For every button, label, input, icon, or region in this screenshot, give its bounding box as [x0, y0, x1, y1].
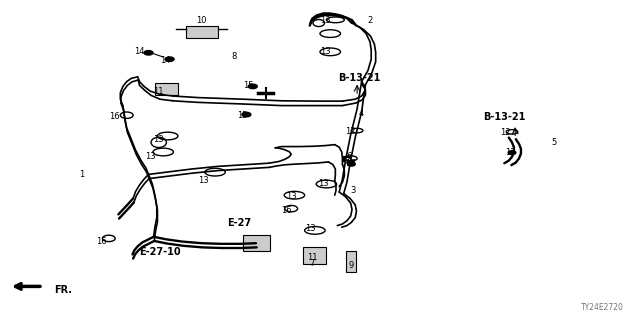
Text: 13: 13: [320, 16, 330, 25]
Text: 13: 13: [286, 192, 296, 201]
Circle shape: [144, 51, 153, 55]
Text: 13: 13: [320, 47, 330, 56]
Text: 13: 13: [305, 224, 316, 233]
Text: 16: 16: [96, 237, 106, 246]
Circle shape: [242, 112, 251, 117]
Text: 6: 6: [346, 152, 351, 161]
Text: 9: 9: [348, 261, 353, 270]
FancyBboxPatch shape: [155, 83, 178, 95]
Text: 16: 16: [282, 206, 292, 215]
Text: E-27-10: E-27-10: [140, 247, 181, 257]
Text: 13: 13: [198, 176, 209, 185]
Circle shape: [348, 162, 355, 166]
Text: E-27: E-27: [227, 218, 252, 228]
Text: 17: 17: [506, 148, 516, 156]
FancyBboxPatch shape: [243, 235, 270, 251]
Text: 15: 15: [237, 111, 247, 120]
Text: 4: 4: [359, 109, 364, 118]
Text: 14: 14: [160, 56, 170, 65]
Text: 2: 2: [367, 16, 372, 25]
Text: 7: 7: [310, 260, 315, 268]
Text: 10: 10: [196, 16, 207, 25]
FancyBboxPatch shape: [303, 247, 326, 264]
Text: TY24E2720: TY24E2720: [581, 303, 624, 312]
Circle shape: [165, 57, 174, 61]
Text: 11: 11: [154, 87, 164, 96]
Text: 13: 13: [145, 152, 156, 161]
Text: 16: 16: [109, 112, 119, 121]
Text: 17: 17: [346, 159, 356, 168]
Text: 11: 11: [307, 253, 317, 262]
Text: 13: 13: [318, 180, 328, 188]
Text: 13: 13: [154, 135, 164, 144]
Text: FR.: FR.: [54, 285, 72, 295]
Text: 8: 8: [231, 52, 236, 60]
Text: 12: 12: [346, 127, 356, 136]
Text: 14: 14: [134, 47, 145, 56]
Text: 15: 15: [243, 81, 253, 90]
Circle shape: [248, 84, 257, 89]
FancyBboxPatch shape: [186, 26, 218, 38]
Text: 5: 5: [551, 138, 556, 147]
FancyBboxPatch shape: [346, 251, 356, 272]
Text: 12: 12: [500, 128, 511, 137]
Text: 3: 3: [351, 186, 356, 195]
Text: B-13-21: B-13-21: [338, 73, 380, 84]
Text: B-13-21: B-13-21: [483, 112, 525, 122]
Circle shape: [347, 161, 355, 164]
Circle shape: [508, 151, 516, 155]
Text: 1: 1: [79, 170, 84, 179]
